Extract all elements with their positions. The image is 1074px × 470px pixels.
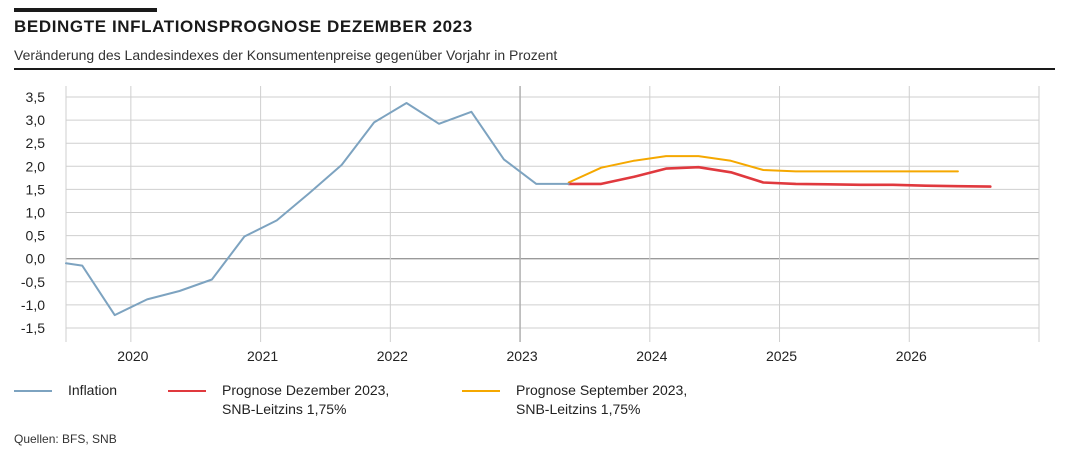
source-note: Quellen: BFS, SNB — [14, 432, 117, 446]
legend-label-sep-line1: Prognose September 2023, — [516, 382, 688, 398]
legend-label-dec-line1: Prognose Dezember 2023, — [222, 382, 390, 398]
y-tick-label-6: 0,5 — [26, 228, 46, 244]
y-tick-label-5: 1,0 — [26, 205, 46, 221]
x-tick-label-2022: 2022 — [377, 348, 408, 364]
x-tick-label-2024: 2024 — [636, 348, 667, 364]
y-tick-label-0: 3,5 — [26, 89, 46, 105]
legend-label-sep-line2: SNB-Leitzins 1,75% — [516, 401, 641, 417]
legend-label-sep: Prognose September 2023, SNB-Leitzins 1,7… — [516, 381, 687, 419]
y-tick-label-9: -1,0 — [21, 297, 45, 313]
y-tick-label-3: 2,0 — [26, 158, 46, 174]
y-tick-label-1: 3,0 — [26, 112, 46, 128]
legend-swatch-sep — [462, 390, 500, 392]
legend-label-inflation: Inflation — [68, 381, 117, 400]
y-tick-label-8: -0,5 — [21, 274, 45, 290]
y-tick-label-2: 2,5 — [26, 135, 46, 151]
series-line-inflation — [65, 102, 570, 317]
x-tick-label-2021: 2021 — [247, 348, 278, 364]
chart-title: BEDINGTE INFLATIONSPROGNOSE DEZEMBER 202… — [14, 17, 473, 36]
x-tick-label-2020: 2020 — [117, 348, 148, 364]
legend-swatch-dec — [168, 390, 206, 392]
line-chart: 3,5 3,0 2,5 2,0 1,5 1,0 0,5 0,0 -0,5 -1,0 -1,5 2020… — [21, 86, 1040, 364]
legend-label-inflation-line1: Inflation — [68, 382, 118, 398]
series-line-sep — [567, 155, 959, 184]
x-tick-label-2026: 2026 — [896, 348, 927, 364]
series-line-dec — [567, 165, 992, 188]
x-tick-label-2025: 2025 — [766, 348, 797, 364]
y-tick-label-4: 1,5 — [26, 181, 46, 197]
y-tick-label-10: -1,5 — [21, 320, 45, 336]
title-accent-bar — [14, 8, 157, 12]
header-rule — [14, 68, 1055, 70]
x-tick-label-2023: 2023 — [506, 348, 537, 364]
legend-label-dec-line2: SNB-Leitzins 1,75% — [222, 401, 347, 417]
legend-label-dec: Prognose Dezember 2023, SNB-Leitzins 1,75… — [222, 381, 389, 419]
y-tick-label-7: 0,0 — [26, 251, 46, 267]
chart-subtitle: Veränderung des Landesindexes der Konsum… — [14, 47, 558, 63]
legend-swatch-inflation — [14, 390, 52, 392]
